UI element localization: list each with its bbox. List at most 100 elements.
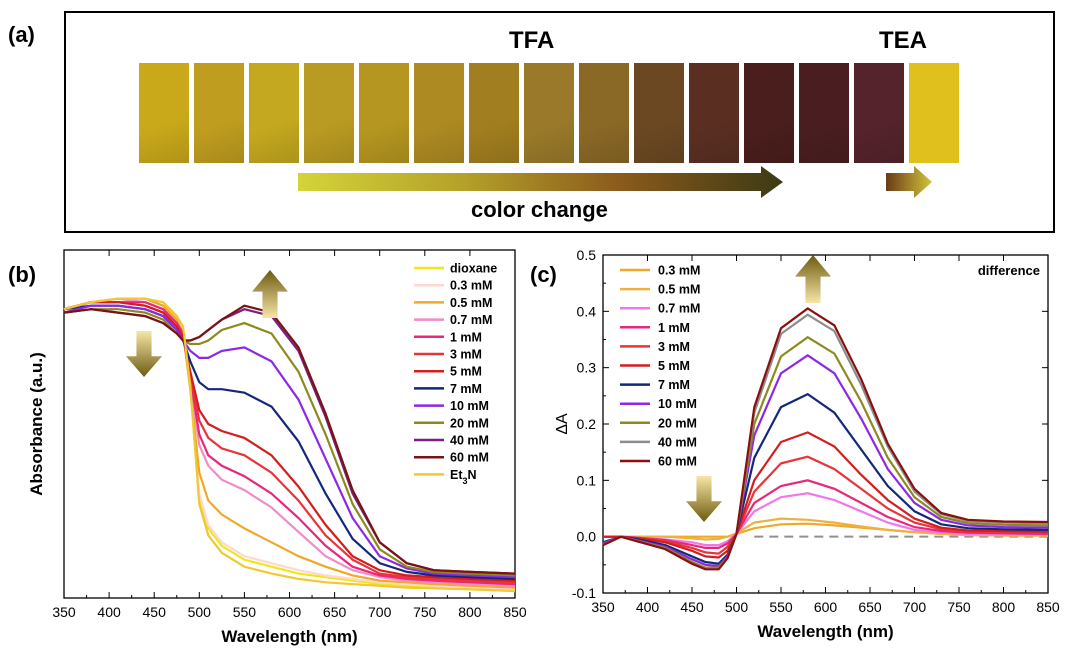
legend-label-b: 40 mM xyxy=(450,434,489,448)
x-tick-label-c: 750 xyxy=(947,599,971,615)
series-line-b xyxy=(63,297,516,589)
series-line-c xyxy=(602,335,1049,569)
x-tick-label-b: 700 xyxy=(368,604,392,620)
legend-label-b: 0.7 mM xyxy=(450,313,492,327)
color-change-arrows xyxy=(298,166,932,198)
y-axis-label-c: ΔA xyxy=(554,413,571,435)
series-line-c xyxy=(602,353,1049,568)
tfa-swatch xyxy=(689,63,739,163)
legend-label-c: 0.3 mM xyxy=(658,264,700,278)
y-tick-label-c: 0.1 xyxy=(577,472,597,488)
series-line-b xyxy=(63,304,516,579)
x-tick-label-c: 350 xyxy=(591,599,615,615)
tea-arrow xyxy=(886,166,932,198)
x-tick-label-c: 650 xyxy=(858,599,882,615)
series-line-c xyxy=(603,517,1048,541)
legend-label-c: 3 mM xyxy=(658,340,690,354)
panel-a-label: (a) xyxy=(8,22,35,47)
y-tick-label-c: 0.3 xyxy=(577,360,597,376)
legend-label-c: 5 mM xyxy=(658,359,690,373)
x-tick-label-b: 850 xyxy=(503,604,527,620)
x-axis-label-c: Wavelength (nm) xyxy=(757,622,893,641)
tfa-swatch xyxy=(799,63,849,163)
x-axis-label-b: Wavelength (nm) xyxy=(221,627,357,646)
series-line-c xyxy=(603,431,1049,559)
legend-label-c: 0.5 mM xyxy=(658,283,700,297)
series-line-c xyxy=(603,455,1049,555)
decrease-arrow-b xyxy=(126,331,162,377)
legend-label-c: 0.7 mM xyxy=(658,302,700,316)
y-tick-label-c: 0.0 xyxy=(577,529,597,545)
x-tick-label-c: 400 xyxy=(636,599,660,615)
x-tick-label-b: 400 xyxy=(97,604,121,620)
color-change-arrow xyxy=(298,166,783,198)
x-tick-label-b: 650 xyxy=(323,604,347,620)
legend-label-c: 7 mM xyxy=(658,378,690,392)
series-line-b xyxy=(63,301,516,582)
tfa-swatch xyxy=(359,63,409,163)
legend-label-b: 3 mM xyxy=(450,348,482,362)
legend-label-b: 7 mM xyxy=(450,382,482,396)
decrease-arrow-c xyxy=(686,476,722,522)
y-tick-label-c: 0.2 xyxy=(577,416,597,432)
legend-label-b: 60 mM xyxy=(450,451,489,465)
series-line-b xyxy=(63,297,516,593)
x-tick-label-b: 500 xyxy=(188,604,212,620)
x-tick-label-b: 350 xyxy=(52,604,76,620)
legend-label-b: 10 mM xyxy=(450,399,489,413)
x-tick-label-c: 600 xyxy=(814,599,838,615)
tfa-swatch xyxy=(414,63,464,163)
legend-label-b: dioxane xyxy=(450,262,497,276)
y-tick-label-c: 0.4 xyxy=(577,303,597,319)
legend-label-b: 1 mM xyxy=(450,330,482,344)
legend-label-b: 0.3 mM xyxy=(450,279,492,293)
legend-label-c: 1 mM xyxy=(658,321,690,335)
x-tick-label-b: 550 xyxy=(233,604,257,620)
series-line-b xyxy=(63,308,516,575)
y-tick-label-c: -0.1 xyxy=(572,585,596,601)
tfa-swatch xyxy=(249,63,299,163)
tfa-label: TFA xyxy=(509,27,555,54)
series-line-c xyxy=(603,479,1049,549)
legend-label-c: 20 mM xyxy=(658,416,697,430)
x-tick-label-c: 700 xyxy=(903,599,927,615)
x-tick-label-c: 550 xyxy=(769,599,793,615)
legend-label-c: 10 mM xyxy=(658,397,697,411)
series-line-b xyxy=(63,297,516,593)
x-tick-label-b: 450 xyxy=(143,604,167,620)
x-tick-label-b: 600 xyxy=(278,604,302,620)
tfa-swatch xyxy=(579,63,629,163)
tfa-swatch xyxy=(139,63,189,163)
legend-label-b: 0.5 mM xyxy=(450,296,492,310)
x-tick-label-b: 800 xyxy=(458,604,482,620)
increase-arrow-c xyxy=(795,255,831,303)
x-tick-label-c: 800 xyxy=(992,599,1016,615)
tfa-swatch xyxy=(469,63,519,163)
tfa-swatch xyxy=(744,63,794,163)
x-tick-label-c: 500 xyxy=(725,599,749,615)
color-change-caption: color change xyxy=(471,197,608,222)
tea-swatch xyxy=(909,63,959,163)
tfa-swatch xyxy=(854,63,904,163)
y-tick-label-c: 0.5 xyxy=(577,247,597,263)
color-change-panel: TFA TEA color change xyxy=(64,11,1055,233)
series-line-c xyxy=(602,392,1049,565)
tfa-swatch xyxy=(304,63,354,163)
series-line-c xyxy=(602,307,1049,571)
tea-label: TEA xyxy=(879,27,927,54)
x-tick-label-c: 850 xyxy=(1036,599,1060,615)
chart-title-c: difference xyxy=(978,263,1040,278)
x-tick-label-b: 750 xyxy=(413,604,437,620)
increase-arrow-b xyxy=(252,270,288,318)
panel-b-label: (b) xyxy=(8,262,37,287)
y-axis-label-b: Absorbance (a.u.) xyxy=(27,352,46,496)
legend-label-b: Et3N xyxy=(450,468,477,486)
tfa-swatch xyxy=(524,63,574,163)
legend-label-c: 60 mM xyxy=(658,455,697,469)
panel-c-label: (c) xyxy=(530,262,557,287)
legend-label-b: 20 mM xyxy=(450,416,489,430)
series-line-b xyxy=(63,301,516,584)
series-line-b xyxy=(63,304,516,575)
series-line-b xyxy=(63,304,516,580)
